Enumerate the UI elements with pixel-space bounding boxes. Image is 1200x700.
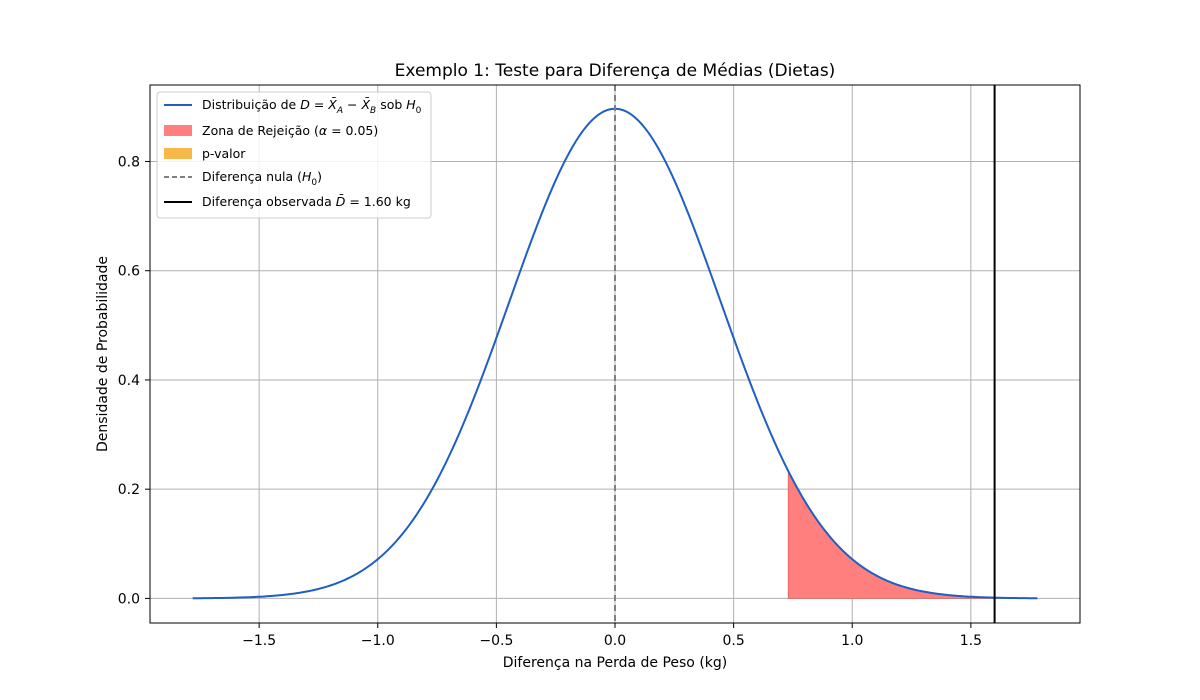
x-tick-label: −0.5 (479, 633, 513, 649)
x-tick-label: 1.0 (841, 633, 863, 649)
y-tick-label: 0.4 (118, 373, 140, 389)
legend-label-p-value: p-valor (202, 146, 246, 161)
legend-swatch-rejection-zone (164, 125, 192, 136)
y-tick-label: 0.0 (118, 591, 140, 607)
legend-label-distribution: Distribuição de D = X̄A − X̄B sob H0 (202, 97, 422, 116)
legend-label-null-difference: Diferença nula (H0) (202, 169, 322, 188)
plot-frame (149, 84, 1081, 624)
ticks: −1.5 −1.0 −0.5 0.0 0.5 1.0 1.5 0.0 0.2 0.4 0.6 0.8 (118, 154, 982, 649)
x-tick-label: −1.0 (361, 633, 395, 649)
chart-title: Exemplo 1: Teste para Diferença de Média… (395, 61, 836, 81)
y-axis-label: Densidade de Probabilidade (95, 256, 111, 452)
legend: Distribuição de D = X̄A − X̄B sob H0 Zon… (156, 91, 432, 219)
legend-swatch-p-value (164, 148, 192, 159)
x-tick-label: 1.5 (960, 633, 982, 649)
y-tick-label: 0.6 (118, 264, 140, 280)
curves (192, 85, 1038, 623)
legend-box (156, 91, 432, 219)
x-tick-label: −1.5 (242, 633, 276, 649)
y-tick-label: 0.2 (118, 482, 140, 498)
x-tick-label: 0.0 (604, 633, 626, 649)
legend-label-rejection-zone: Zona de Rejeição (α = 0.05) (202, 123, 378, 138)
y-tick-label: 0.8 (118, 154, 140, 170)
legend-label-observed-difference: Diferença observada D̄ = 1.60 kg (202, 194, 411, 209)
x-axis-label: Diferença na Perda de Peso (kg) (503, 655, 728, 671)
x-tick-label: 0.5 (722, 633, 744, 649)
